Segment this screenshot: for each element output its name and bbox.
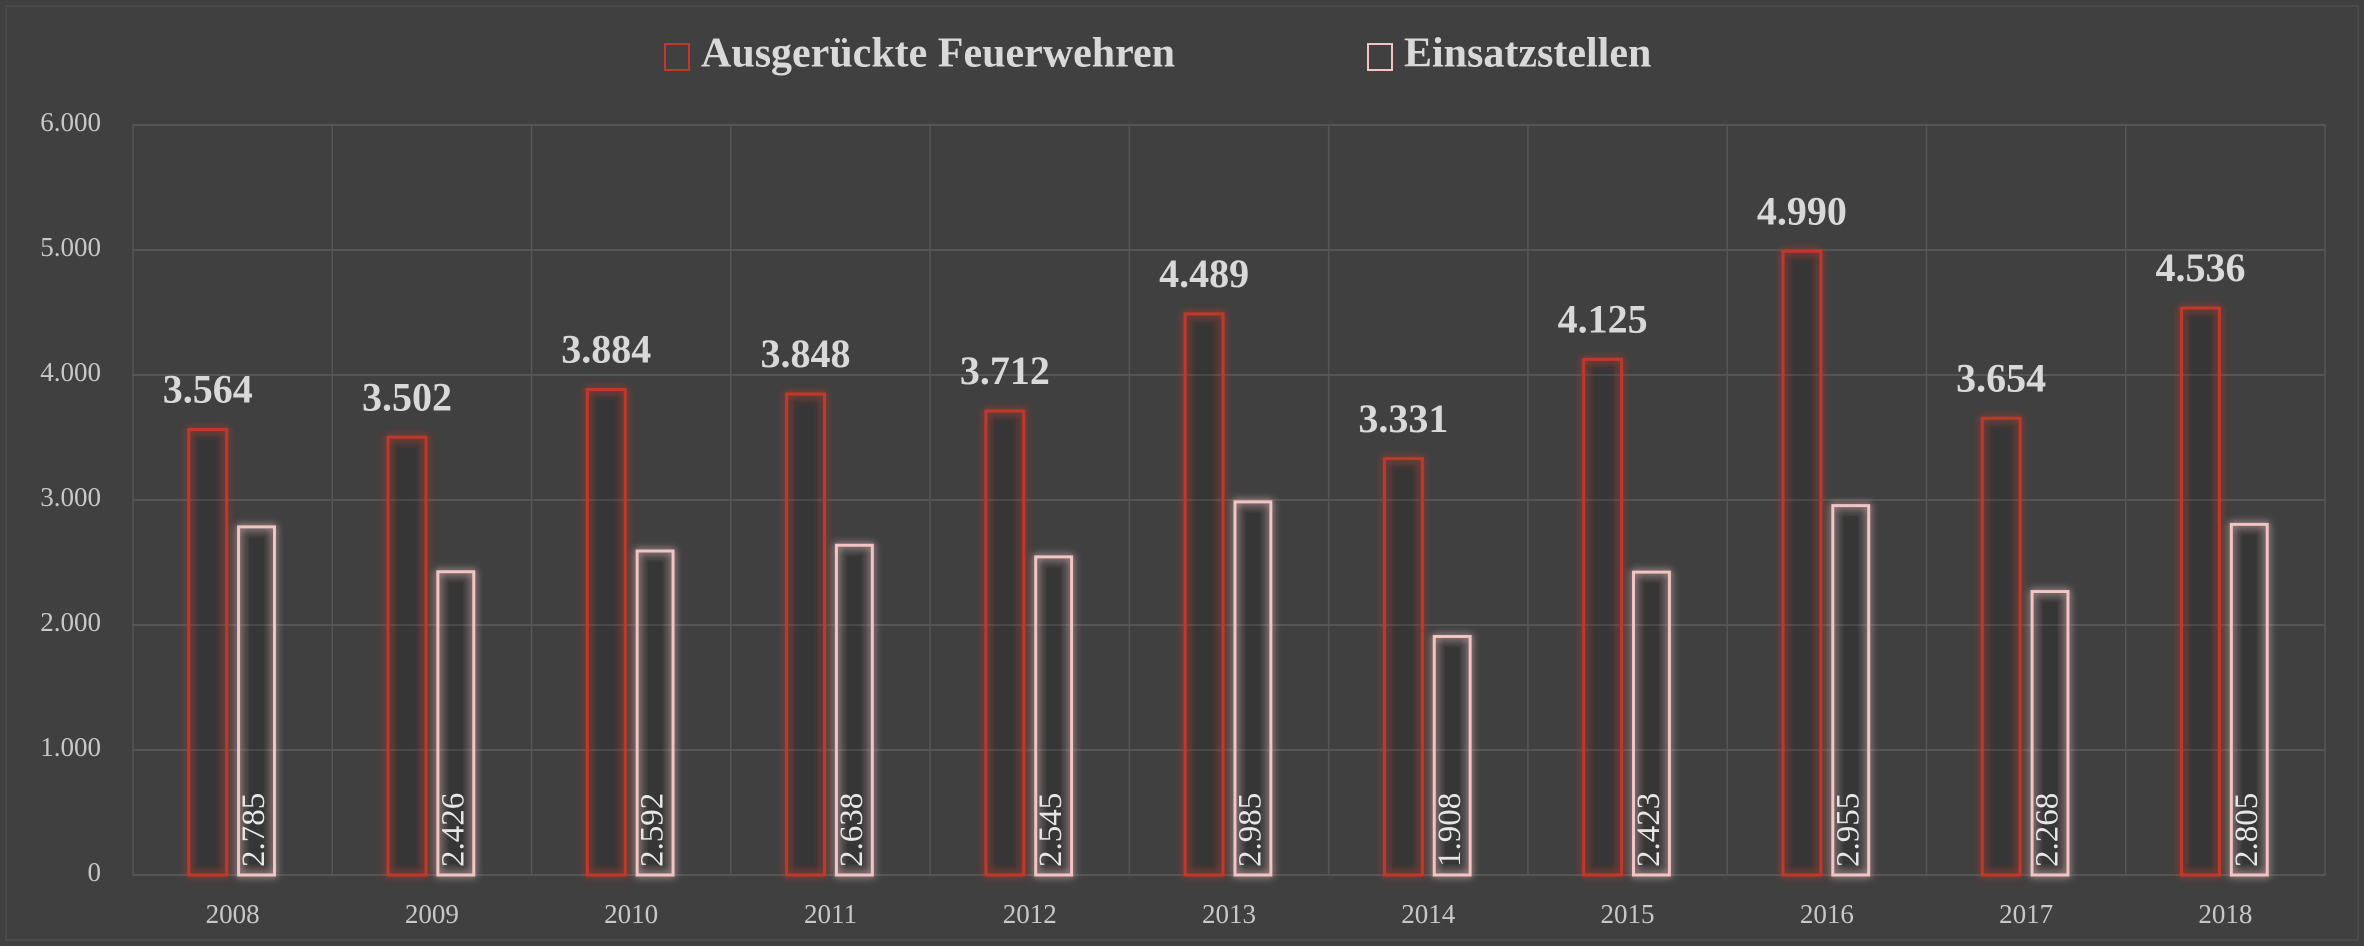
x-tick-label: 2008: [206, 899, 260, 929]
bar: [834, 543, 874, 877]
data-label: 2.268: [2030, 793, 2066, 867]
bar: [187, 428, 229, 877]
x-tick-label: 2011: [804, 899, 857, 929]
data-label: 3.502: [362, 374, 452, 419]
bar: [2030, 590, 2070, 877]
x-tick-label: 2016: [1800, 899, 1854, 929]
bar: [1632, 570, 1671, 877]
bar: [2229, 522, 2269, 877]
y-tick-label: 0: [88, 857, 102, 887]
y-tick-label: 6.000: [40, 107, 101, 137]
data-label: 1.908: [1432, 793, 1468, 867]
bar: [984, 409, 1026, 877]
data-label: 2.805: [2229, 793, 2265, 867]
data-label: 2.592: [635, 793, 671, 867]
frame: [5, 5, 2359, 941]
data-label: 4.125: [1558, 297, 1648, 342]
data-label: 2.985: [1232, 793, 1268, 867]
data-label: 2.423: [1631, 793, 1667, 867]
data-label: 2.955: [1830, 793, 1866, 867]
legend-swatch: [664, 43, 690, 71]
legend-label: Einsatzstellen: [1404, 31, 1651, 77]
bar: [1781, 249, 1823, 877]
x-tick-label: 2014: [1401, 899, 1456, 929]
bar: [1382, 457, 1424, 877]
bar: [585, 388, 627, 877]
data-label: 4.489: [1159, 251, 1249, 296]
data-label: 2.638: [834, 793, 870, 867]
data-label: 3.712: [960, 348, 1050, 393]
x-tick-label: 2009: [405, 899, 459, 929]
data-label: 3.848: [761, 331, 851, 376]
bar: [1980, 416, 2022, 877]
bar: [386, 435, 428, 877]
bar: [1831, 504, 1871, 877]
y-tick-label: 3.000: [40, 482, 101, 512]
x-tick-label: 2018: [2198, 899, 2252, 929]
y-tick-label: 4.000: [40, 357, 101, 387]
legend-swatch: [1367, 43, 1393, 71]
legend-label: Ausgerückte Feuerwehren: [701, 31, 1175, 77]
bar: [1582, 357, 1624, 877]
data-label: 4.990: [1757, 188, 1847, 233]
bar: [237, 525, 276, 877]
data-label: 4.536: [2155, 245, 2245, 290]
x-tick-label: 2012: [1003, 899, 1057, 929]
x-tick-label: 2013: [1202, 899, 1256, 929]
y-tick-label: 2.000: [40, 607, 101, 637]
data-label: 2.426: [435, 793, 471, 867]
bar: [1183, 312, 1225, 877]
bar: [1034, 555, 1074, 877]
data-label: 3.331: [1358, 396, 1448, 441]
data-label: 3.564: [163, 367, 253, 412]
x-tick-label: 2017: [1999, 899, 2053, 929]
bar: [635, 549, 675, 877]
data-label: 3.654: [1956, 355, 2046, 400]
data-label: 2.785: [236, 793, 272, 867]
bar: [1432, 635, 1472, 877]
bar: [785, 392, 826, 877]
bar: [2180, 306, 2221, 877]
data-label: 3.884: [561, 327, 651, 372]
y-tick-label: 5.000: [40, 232, 101, 262]
x-tick-label: 2015: [1601, 899, 1655, 929]
x-tick-label: 2010: [604, 899, 658, 929]
bar: [436, 570, 476, 877]
y-tick-label: 1.000: [40, 732, 101, 762]
bar: [1233, 500, 1273, 877]
data-label: 2.545: [1033, 793, 1069, 867]
